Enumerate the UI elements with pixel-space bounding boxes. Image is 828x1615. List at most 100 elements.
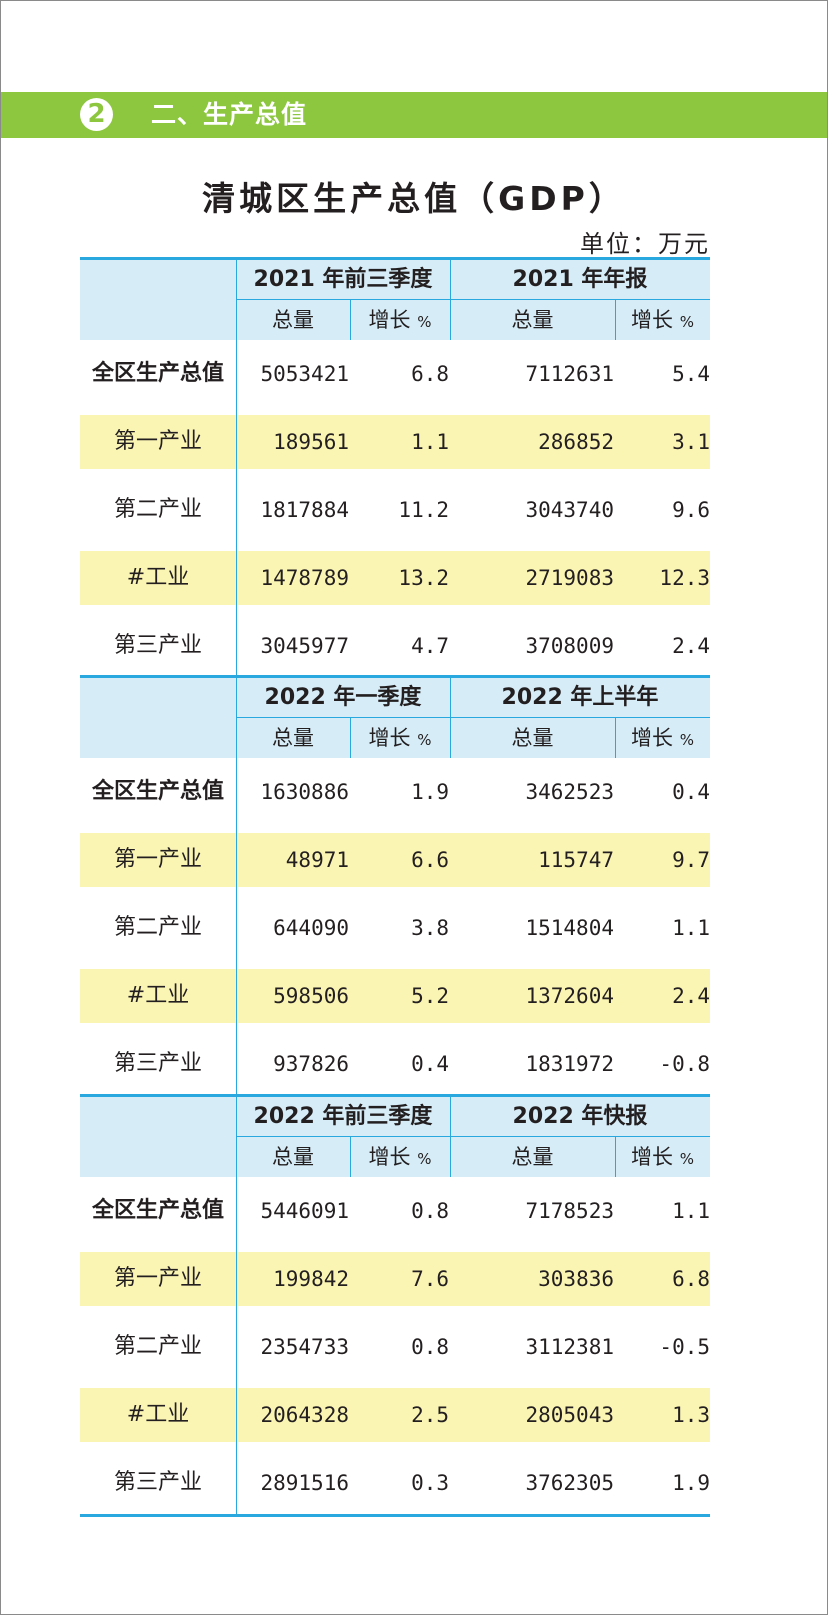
value-total: 7178523 <box>525 1199 614 1223</box>
value-growth: 2.5 <box>411 1403 449 1427</box>
subheader-growth: 增长 % <box>350 300 450 340</box>
value-total: 1831972 <box>525 1052 614 1076</box>
percent-sign: % <box>679 1150 694 1168</box>
header-divider <box>450 1097 451 1177</box>
table-row: #工业 598506 5.2 1372604 2.4 <box>80 962 710 1030</box>
table-row: 全区生产总值 5446091 0.8 7178523 1.1 <box>80 1177 710 1245</box>
row-label: #工业 <box>126 1402 190 1427</box>
value-total: 1478789 <box>260 566 349 590</box>
value-growth: -0.8 <box>659 1052 710 1076</box>
subheader-total-label: 总量 <box>511 726 554 750</box>
value-growth: 1.1 <box>672 1199 710 1223</box>
percent-sign: % <box>679 313 694 331</box>
value-growth: 5.4 <box>672 362 710 386</box>
header-divider <box>236 1136 710 1137</box>
row-label: 全区生产总值 <box>91 779 224 804</box>
value-growth: 0.8 <box>411 1335 449 1359</box>
subheader-growth-label: 增长 <box>368 726 411 750</box>
value-growth: 9.7 <box>672 848 710 872</box>
subheader-growth-label: 增长 <box>631 726 674 750</box>
percent-sign: % <box>417 731 432 749</box>
value-total: 3112381 <box>525 1335 614 1359</box>
section-bar: 2 二、生产总值 <box>1 92 827 138</box>
value-growth: 1.9 <box>411 780 449 804</box>
row-label: 全区生产总值 <box>91 361 224 386</box>
subheader-growth: 增长 % <box>615 300 710 340</box>
row-label: 全区生产总值 <box>91 1198 224 1223</box>
table-header: 2022 年前三季度 2022 年快报 总量 增长 % 总量 增长 % <box>80 1094 710 1177</box>
value-total: 189561 <box>273 430 349 454</box>
subheader-growth-label: 增长 <box>368 308 411 332</box>
period-header: 2022 年一季度 <box>264 685 422 710</box>
subheader-growth-label: 增长 <box>631 1145 674 1169</box>
value-total: 5446091 <box>260 1199 349 1223</box>
table-header: 2022 年一季度 2022 年上半年总量 增长 % 总量 增长 % <box>80 675 710 758</box>
table-row: 第一产业 48971 6.6 115747 9.7 <box>80 826 710 894</box>
table-row: 第二产业 1817884 11.2 3043740 9.6 <box>80 476 710 544</box>
row-label: 第二产业 <box>113 497 202 522</box>
value-growth: 6.8 <box>411 362 449 386</box>
value-total: 48971 <box>285 848 349 872</box>
value-growth: 13.2 <box>398 566 449 590</box>
value-total: 286852 <box>538 430 614 454</box>
table-block: 2022 年一季度 2022 年上半年总量 增长 % 总量 增长 % 全区生产总值 1630… <box>80 675 710 1098</box>
value-growth: 1.9 <box>672 1471 710 1495</box>
value-growth: 11.2 <box>398 498 449 522</box>
value-growth: 5.2 <box>411 984 449 1008</box>
value-total: 1372604 <box>525 984 614 1008</box>
value-total: 644090 <box>273 916 349 940</box>
row-label: 第三产业 <box>113 1051 202 1076</box>
value-total: 598506 <box>273 984 349 1008</box>
value-total: 2891516 <box>260 1471 349 1495</box>
value-total: 3043740 <box>525 498 614 522</box>
value-growth: 9.6 <box>672 498 710 522</box>
value-total: 7112631 <box>525 362 614 386</box>
subheader-growth-label: 增长 <box>368 1145 411 1169</box>
subheader-growth: 增长 % <box>615 718 710 758</box>
value-growth: 0.4 <box>672 780 710 804</box>
value-growth: 3.1 <box>672 430 710 454</box>
subheader-total-label: 总量 <box>511 308 554 332</box>
row-label: #工业 <box>126 983 190 1008</box>
value-total: 2805043 <box>525 1403 614 1427</box>
header-divider <box>236 299 710 300</box>
value-growth: 12.3 <box>659 566 710 590</box>
subheader-total: 总量 <box>236 1137 350 1177</box>
header-divider <box>350 299 351 340</box>
subheader-total: 总量 <box>236 300 350 340</box>
value-growth: 1.3 <box>672 1403 710 1427</box>
table-header: 2021 年前三季度 2021 年年报 总量 增长 % 总量 增长 % <box>80 257 710 340</box>
page-title: 清城区生产总值（GDP） <box>202 179 626 218</box>
value-total: 1630886 <box>260 780 349 804</box>
row-label: 第一产业 <box>113 1266 202 1291</box>
subheader-growth: 增长 % <box>350 1137 450 1177</box>
period-header: 2021 年前三季度 <box>253 267 433 292</box>
period-header: 2022 年前三季度 <box>253 1104 433 1129</box>
row-label: 第一产业 <box>113 429 202 454</box>
value-total: 115747 <box>538 848 614 872</box>
percent-sign: % <box>417 313 432 331</box>
table-row: 第一产业 199842 7.6 303836 6.8 <box>80 1245 710 1313</box>
subheader-total: 总量 <box>236 718 350 758</box>
unit-label: 单位：万元 <box>580 230 710 258</box>
table-row: 第二产业 644090 3.8 1514804 1.1 <box>80 894 710 962</box>
label-column-divider <box>236 257 237 1517</box>
header-divider <box>236 717 710 718</box>
period-header: 2022 年上半年 <box>501 685 659 710</box>
subheader-total: 总量 <box>450 300 615 340</box>
value-total: 303836 <box>538 1267 614 1291</box>
table-row: #工业 2064328 2.5 2805043 1.3 <box>80 1381 710 1449</box>
value-growth: 1.1 <box>411 430 449 454</box>
header-divider <box>350 717 351 758</box>
row-label: 第二产业 <box>113 915 202 940</box>
value-growth: 2.4 <box>672 634 710 658</box>
value-growth: 6.6 <box>411 848 449 872</box>
value-growth: 0.3 <box>411 1471 449 1495</box>
table-row: #工业 1478789 13.2 2719083 12.3 <box>80 544 710 612</box>
value-total: 3762305 <box>525 1471 614 1495</box>
subheader-total-label: 总量 <box>272 726 314 750</box>
value-total: 199842 <box>273 1267 349 1291</box>
subheader-growth-label: 增长 <box>631 308 674 332</box>
table-row: 第二产业 2354733 0.8 3112381 -0.5 <box>80 1313 710 1381</box>
subheader-total-label: 总量 <box>272 1145 314 1169</box>
